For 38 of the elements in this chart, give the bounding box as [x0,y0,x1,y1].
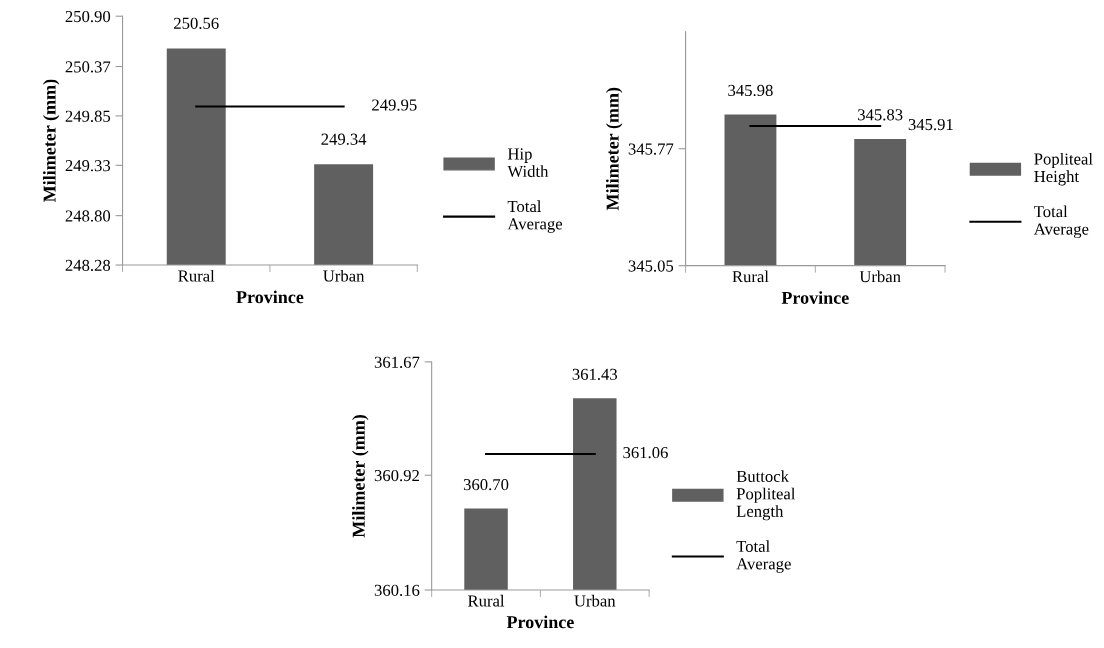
x-axis-title: Province [236,290,304,304]
data-label: 361.06 [623,446,668,459]
y-tick-label: 250.90 [65,10,111,23]
y-tick-label: 345.05 [628,260,674,272]
data-label: 249.95 [372,99,417,111]
y-tick-label: 360.16 [374,584,420,597]
x-axis-title: Province [506,615,574,629]
x-axis-title: Province [781,291,849,304]
legend-label: Total Average [507,200,563,233]
y-axis-title: Milimeter (mm) [606,87,623,211]
x-tick-label: Urban [323,269,365,282]
legend-label: Popliteal Height [1034,152,1093,186]
data-label: 249.34 [321,133,367,145]
y-tick-label: 250.37 [65,61,111,73]
x-tick-label: Rural [732,270,769,283]
x-tick-label: Rural [468,594,505,607]
y-tick-label: 248.80 [65,210,111,222]
y-tick-label: 345.77 [628,143,674,155]
y-tick-label: 248.28 [65,259,111,272]
x-tick-label: Rural [178,269,215,282]
y-axis-title: Milimeter (mm) [352,415,369,538]
data-label: 361.43 [572,368,618,381]
legend-label: Total Average [736,540,791,573]
y-tick-label: 249.85 [65,110,111,122]
legend-label: Total Average [1033,205,1089,239]
legend-label: Buttock Popliteal Length [736,470,796,521]
legend-label: Hip Width [507,148,549,178]
x-tick-label: Urban [574,594,616,607]
y-axis-title: Milimeter (mm) [42,79,60,203]
data-label: 250.56 [174,17,219,29]
data-label: 345.83 [858,109,903,121]
x-tick-label: Urban [859,270,901,283]
data-label: 345.91 [908,118,953,131]
data-label: 360.70 [463,478,509,491]
data-label: 345.98 [728,84,773,97]
y-tick-label: 361.67 [374,356,420,368]
y-tick-label: 249.33 [65,160,111,172]
y-tick-label: 360.92 [374,469,419,482]
